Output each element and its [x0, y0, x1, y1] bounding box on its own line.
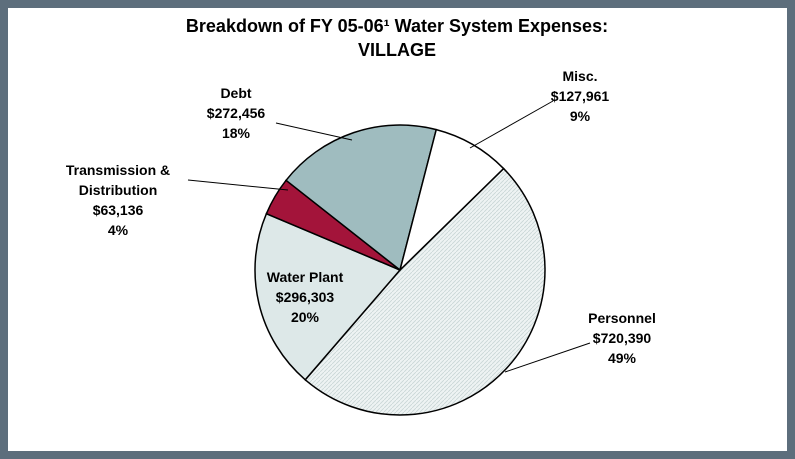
slice-label: Transmission & Distribution $63,136 4% [66, 162, 170, 238]
slice-name: Personnel [588, 310, 656, 326]
slice-name: Debt [220, 85, 251, 101]
chart-subtitle: VILLAGE [358, 40, 436, 60]
value-label: $63,136 [93, 202, 144, 218]
value-label: $127,961 [551, 88, 610, 104]
chart-title: Breakdown of FY 05-06¹ Water System Expe… [186, 16, 608, 36]
value-label: $272,456 [207, 105, 266, 121]
slice-label: Misc. $127,961 9% [551, 68, 610, 124]
pie-slice [398, 128, 505, 273]
percent-label: 20% [291, 309, 320, 325]
leader-line [469, 100, 554, 149]
slice-name: Water Plant [267, 269, 344, 285]
percent-label: 49% [608, 350, 637, 366]
slice-label: Water Plant $296,303 20% [267, 269, 344, 325]
percent-label: 4% [108, 222, 129, 238]
slice-name: Distribution [79, 182, 158, 198]
value-label: $720,390 [593, 330, 652, 346]
percent-label: 18% [222, 125, 251, 141]
leader-line [504, 342, 591, 373]
pie-slice [304, 167, 546, 416]
pie-slice [285, 124, 438, 272]
value-label: $296,303 [276, 289, 335, 305]
percent-label: 9% [570, 108, 591, 124]
slice-label: Debt $272,456 18% [207, 85, 266, 141]
leader-line [275, 122, 353, 141]
slice-name: Transmission & [66, 162, 170, 178]
slice-name: Misc. [562, 68, 597, 84]
slice-label: Personnel $720,390 49% [588, 310, 656, 366]
leader-line [187, 179, 289, 191]
